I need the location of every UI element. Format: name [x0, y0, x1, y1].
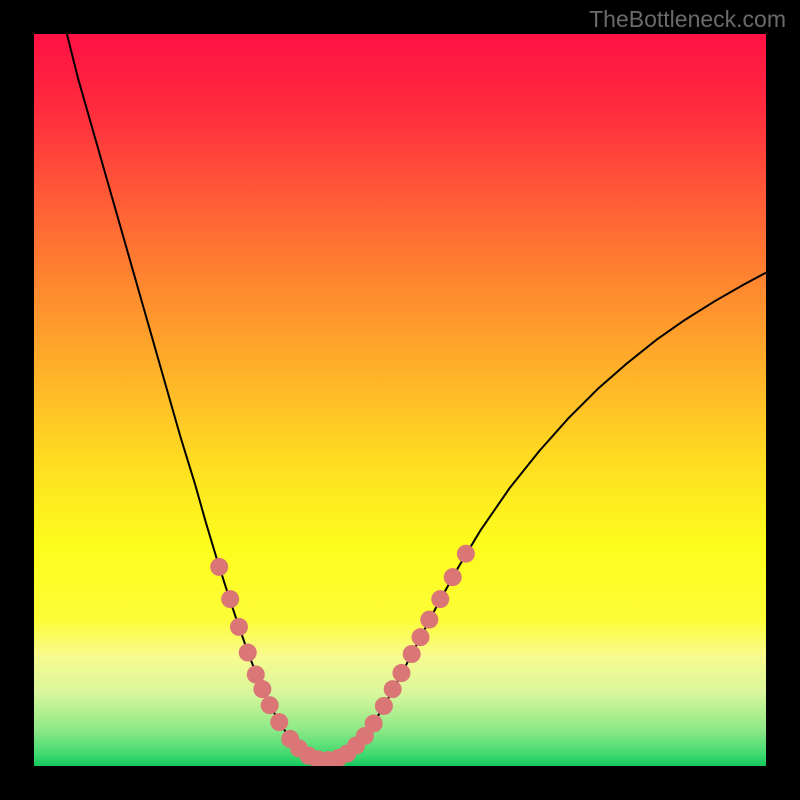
curve-marker	[221, 590, 239, 608]
curve-marker	[412, 628, 430, 646]
bottleneck-curve-chart	[0, 0, 800, 800]
curve-marker	[210, 558, 228, 576]
curve-marker	[384, 680, 402, 698]
curve-marker	[253, 680, 271, 698]
curve-marker	[444, 568, 462, 586]
chart-gradient-background	[34, 34, 766, 766]
curve-marker	[375, 697, 393, 715]
curve-marker	[365, 715, 383, 733]
curve-marker	[420, 611, 438, 629]
chart-container: TheBottleneck.com	[0, 0, 800, 800]
curve-marker	[230, 618, 248, 636]
curve-marker	[392, 664, 410, 682]
curve-marker	[457, 545, 475, 563]
curve-marker	[261, 696, 279, 714]
curve-marker	[431, 590, 449, 608]
curve-marker	[403, 645, 421, 663]
curve-marker	[270, 713, 288, 731]
curve-marker	[239, 644, 257, 662]
